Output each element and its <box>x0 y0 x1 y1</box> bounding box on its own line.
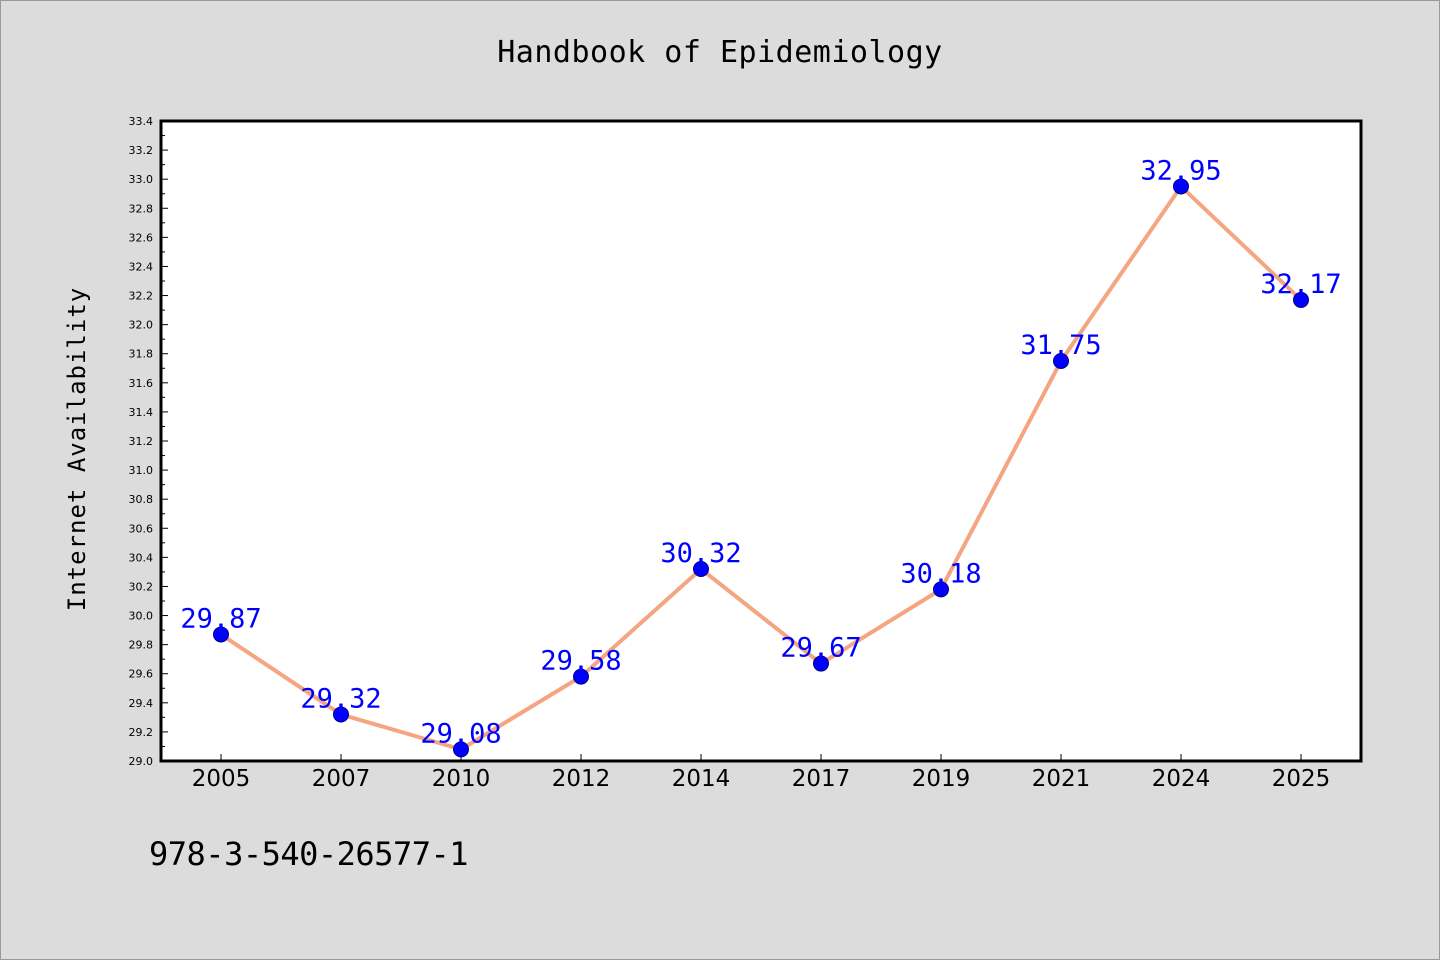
y-tick-label: 29.6 <box>129 668 154 681</box>
x-tick-label: 2024 <box>1152 766 1211 792</box>
y-tick-label: 29.2 <box>129 726 154 739</box>
data-label: 29.58 <box>540 646 621 677</box>
y-tick-label: 32.4 <box>129 260 154 273</box>
y-tick-label: 33.4 <box>129 115 154 128</box>
y-tick-label: 33.0 <box>129 173 154 186</box>
data-label: 32.17 <box>1260 269 1341 300</box>
y-tick-label: 29.4 <box>129 697 154 710</box>
y-tick-label: 30.6 <box>129 522 154 535</box>
x-tick-label: 2025 <box>1272 766 1331 792</box>
data-point <box>1173 178 1189 195</box>
data-label: 30.32 <box>660 538 741 569</box>
data-point <box>573 668 589 685</box>
y-tick-label: 33.2 <box>129 144 154 157</box>
series-line <box>219 184 1303 752</box>
y-tick-label: 30.4 <box>129 551 154 564</box>
x-tick-label: 2010 <box>432 766 491 792</box>
x-tick-label: 2012 <box>552 766 611 792</box>
x-tick-label: 2021 <box>1032 766 1091 792</box>
y-tick-label: 30.2 <box>129 580 154 593</box>
data-label: 29.67 <box>780 633 861 664</box>
y-tick-label: 32.6 <box>129 231 154 244</box>
y-tick-label: 29.8 <box>129 639 154 652</box>
data-point <box>213 626 229 643</box>
x-tick-label: 2005 <box>192 766 251 792</box>
data-label: 29.08 <box>420 718 501 749</box>
y-tick-label: 31.8 <box>129 348 154 361</box>
y-tick-label: 31.4 <box>129 406 154 419</box>
y-tick-label: 32.8 <box>129 202 154 215</box>
isbn-text: 978-3-540-26577-1 <box>149 835 469 873</box>
x-tick-label: 2017 <box>792 766 851 792</box>
y-tick-label: 29.0 <box>129 755 154 768</box>
y-tick-label: 31.6 <box>129 377 154 390</box>
plot-background <box>161 121 1361 761</box>
y-tick-label: 32.2 <box>129 290 154 303</box>
data-label: 31.75 <box>1020 330 1101 361</box>
data-point <box>693 561 709 577</box>
plot-frame <box>159 119 1363 763</box>
data-point <box>933 581 949 598</box>
x-tick-label: 2007 <box>312 766 371 792</box>
data-label: 29.32 <box>300 683 381 714</box>
data-label: 29.87 <box>180 603 261 634</box>
data-point <box>453 741 469 758</box>
y-tick-label: 30.0 <box>129 610 154 623</box>
data-point <box>1293 291 1309 308</box>
data-point <box>333 706 349 723</box>
y-tick-label: 31.0 <box>129 464 154 477</box>
y-tick-label: 30.8 <box>129 493 154 506</box>
x-tick-label: 2014 <box>672 766 731 792</box>
data-point <box>813 655 829 672</box>
y-tick-label: 32.0 <box>129 319 154 332</box>
data-label: 30.18 <box>900 558 981 589</box>
data-label: 32.95 <box>1140 155 1221 186</box>
x-tick-label: 2019 <box>912 766 971 792</box>
y-tick-label: 31.2 <box>129 435 154 448</box>
chart-title: Handbook of Epidemiology <box>497 35 943 70</box>
data-point <box>1053 353 1069 369</box>
